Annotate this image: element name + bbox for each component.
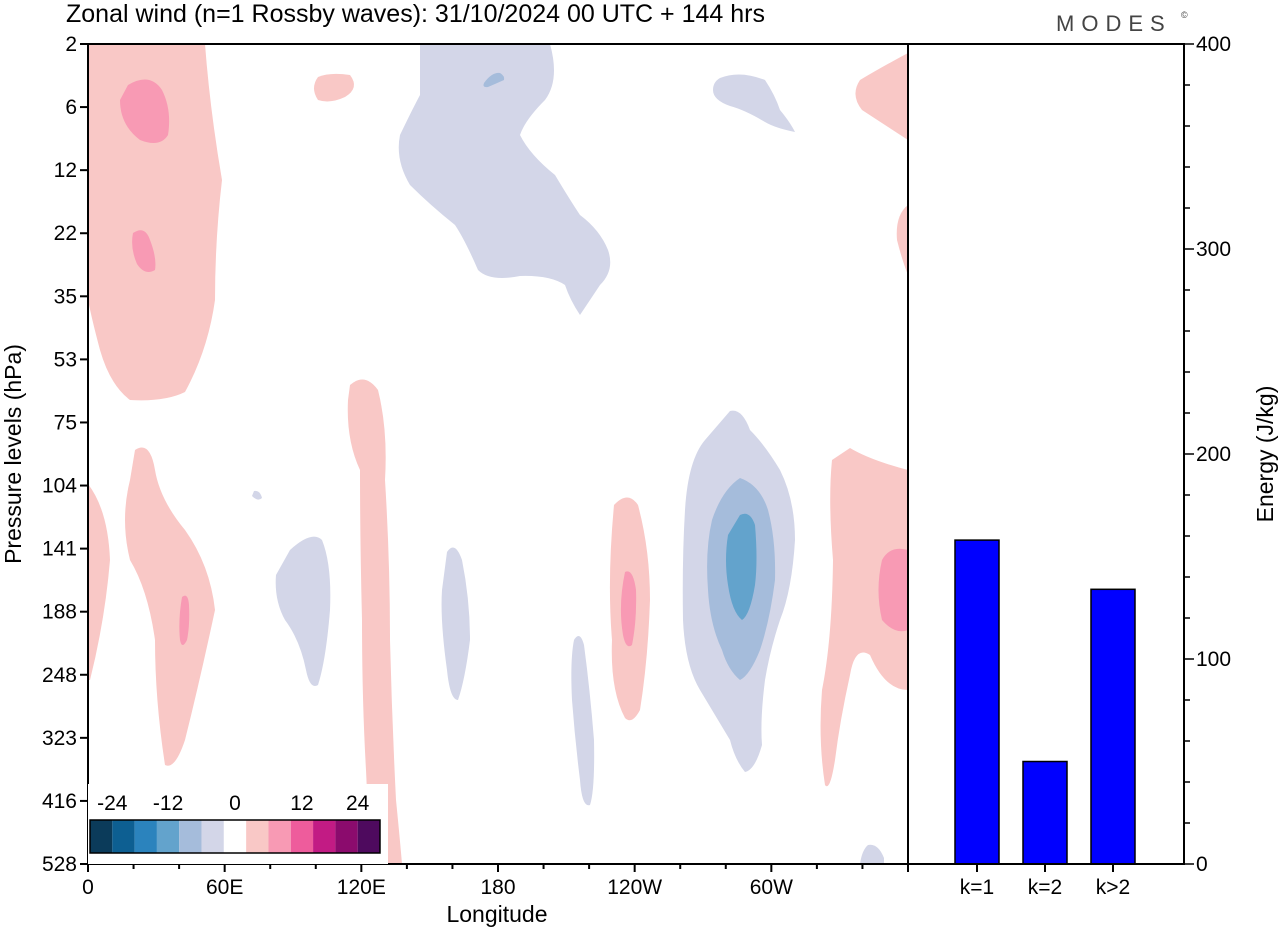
contour-mid-top (483, 72, 505, 88)
contour-field (88, 44, 908, 864)
positive-contours-strong (120, 79, 908, 647)
y-tick-label: 104 (42, 475, 77, 498)
contour-strong-120w (620, 571, 637, 647)
contour-neg-bottom (860, 844, 884, 864)
positive-contours (88, 44, 908, 864)
y-tick-label: 22 (54, 222, 77, 245)
energy-bar (954, 539, 1000, 865)
contour-neg-top-center (398, 44, 611, 315)
x-tick-label: 180 (480, 876, 515, 899)
colorbar-swatch (335, 820, 358, 853)
colorbar-label: 12 (290, 792, 313, 815)
contour-small-top (314, 73, 354, 102)
modes-logo: MODES (1056, 11, 1172, 36)
colorbar-legend: -24 -12 0 12 24 (88, 784, 388, 864)
contour-neg-dot (252, 490, 262, 500)
y-tick-label: 2 (65, 33, 77, 56)
colorbar-swatch (357, 820, 380, 853)
colorbar-swatch (246, 820, 269, 853)
energy-axis-label: Energy (J/kg) (1252, 386, 1278, 523)
y-tick-label: 141 (42, 538, 77, 561)
energy-bar (1090, 588, 1136, 865)
negative-contours-strong (726, 513, 757, 620)
energy-bar (1022, 760, 1068, 865)
colorbar-swatch (201, 820, 224, 853)
contour-strong-right (878, 548, 908, 632)
colorbar-swatch (313, 820, 336, 853)
energy-bar-panel: 0 100 200 300 400 k=1 k=2 k>2 Energy (J/kg) (907, 33, 1278, 899)
contour-neg-165e (441, 547, 470, 700)
logo-copyright-mark: © (1181, 10, 1188, 20)
colorbar-frame (89, 819, 381, 854)
contour-strong-upper (120, 79, 170, 144)
colorbar-swatch (223, 820, 247, 853)
energy-tick-label: 100 (1196, 648, 1231, 671)
contour-neg-140e (275, 536, 331, 686)
colorbar-swatches (89, 819, 381, 854)
y-tick-label: 53 (54, 348, 77, 371)
x-tick-label: 120W (607, 876, 662, 899)
energy-tick-label: 200 (1196, 443, 1231, 466)
colorbar-swatch (156, 820, 180, 853)
contour-strong-188 (179, 595, 190, 645)
y-tick-label: 75 (54, 411, 77, 434)
category-label: k=2 (1028, 876, 1062, 899)
y-axis-label: Pressure levels (hPa) (0, 344, 26, 564)
colorbar-swatch (112, 820, 135, 853)
contour-vertical-120e (347, 379, 402, 864)
x-tick-label: 0 (82, 876, 94, 899)
contour-upper-left (88, 44, 222, 401)
colorbar-label: 24 (346, 792, 370, 815)
bar-panel-frame (907, 43, 1185, 865)
energy-axis: 0 100 200 300 400 (1184, 33, 1231, 876)
y-tick-label: 6 (65, 96, 77, 119)
colorbar-swatch (90, 820, 113, 853)
contour-strong-22hpa (132, 230, 156, 272)
contour-right-edge-upper (896, 205, 908, 275)
y-tick-label: 248 (42, 664, 77, 687)
pressure-axis: 2 6 12 22 35 53 75 104 141 188 248 323 416 528 (42, 33, 88, 876)
category-label: k>2 (1096, 876, 1130, 899)
contour-lower-left (125, 447, 215, 766)
chart-title: Zonal wind (n=1 Rossby waves): 31/10/202… (66, 0, 765, 28)
colorbar-label: 0 (229, 792, 241, 815)
heatmap-panel: 2 6 12 22 35 53 75 104 141 188 248 323 416 528 0 60E 12… (0, 33, 909, 927)
energy-tick-label: 0 (1196, 853, 1208, 876)
longitude-axis: 0 60E 120E 180 120W 60W (82, 864, 909, 899)
y-tick-label: 323 (42, 727, 77, 750)
x-tick-label: 120E (337, 876, 386, 899)
contour-strong-75w (726, 513, 757, 620)
energy-bars (954, 539, 1136, 865)
contour-neg-155w (571, 636, 595, 806)
wavenumber-axis: k=1 k=2 k>2 (960, 864, 1130, 899)
y-tick-label: 416 (42, 790, 77, 813)
category-label: k=1 (960, 876, 994, 899)
energy-tick-label: 400 (1196, 33, 1231, 56)
colorbar-swatch (268, 820, 291, 853)
colorbar-swatch (290, 820, 314, 853)
contour-left-mid (88, 484, 110, 680)
contour-top-right (855, 53, 908, 140)
contour-neg-top-right (713, 74, 795, 132)
x-axis-label: Longitude (446, 901, 547, 927)
y-tick-label: 35 (54, 285, 77, 308)
y-tick-label: 188 (42, 601, 77, 624)
y-tick-label: 528 (42, 853, 77, 876)
negative-contours (252, 44, 884, 864)
x-tick-label: 60W (750, 876, 793, 899)
colorbar-label: -12 (153, 792, 183, 815)
contour-right-lower (820, 448, 908, 787)
y-tick-label: 12 (54, 159, 77, 182)
x-tick-label: 60E (206, 876, 243, 899)
colorbar-labels: -24 -12 0 12 24 (97, 792, 370, 815)
colorbar-label: -24 (97, 792, 128, 815)
colorbar-swatch (179, 820, 202, 853)
colorbar-swatch (134, 820, 157, 853)
energy-tick-label: 300 (1196, 238, 1231, 261)
